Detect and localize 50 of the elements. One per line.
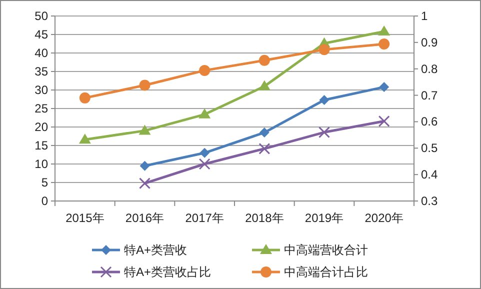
y2-tick-label: 0.3 — [421, 194, 438, 208]
point — [319, 94, 330, 105]
point — [379, 82, 390, 92]
y-tick-label: 5 — [41, 176, 48, 190]
y-tick-label: 50 — [34, 9, 48, 23]
x-tick-label: 2017年 — [185, 211, 224, 225]
legend-label: 特A+类营收 — [124, 243, 188, 257]
point — [138, 124, 151, 135]
point — [258, 54, 270, 66]
point — [378, 115, 390, 127]
point — [258, 80, 270, 90]
x-tick-label: 2018年 — [245, 211, 284, 225]
y2-tick-label: 0.7 — [421, 88, 438, 102]
y-tick-label: 10 — [34, 157, 48, 171]
y2-tick-label: 0.6 — [421, 114, 438, 129]
y-tick-label: 0 — [41, 194, 48, 208]
point — [318, 44, 330, 56]
y-tick-label: 35 — [34, 64, 48, 78]
point — [198, 158, 210, 170]
point — [200, 148, 210, 158]
x-tick-label: 2015年 — [66, 211, 104, 225]
point — [258, 142, 270, 154]
legend-label: 中高端合计占比 — [284, 265, 368, 279]
y2-tick-label: 0.4 — [421, 168, 438, 182]
y-tick-label: 30 — [34, 83, 48, 97]
point — [139, 178, 150, 190]
x-tick-label: 2016年 — [125, 211, 164, 225]
point — [378, 38, 390, 50]
legend-label: 中高端营收合计 — [284, 243, 368, 257]
point — [140, 160, 150, 171]
legend-label: 特A+类营收占比 — [124, 265, 212, 279]
point — [79, 92, 90, 104]
x-tick-label: 2019年 — [304, 211, 344, 225]
y2-tick-label: 1 — [421, 9, 428, 23]
point — [259, 128, 270, 138]
y2-tick-label: 0.9 — [421, 35, 438, 50]
y2-tick-label: 0.8 — [421, 62, 438, 76]
point — [78, 134, 91, 144]
y-tick-label: 15 — [34, 138, 48, 152]
point — [139, 80, 150, 91]
y-tick-label: 20 — [34, 120, 48, 134]
point — [318, 126, 330, 138]
y2-tick-label: 0.5 — [421, 141, 438, 156]
y-tick-label: 45 — [34, 28, 48, 42]
point — [378, 26, 390, 36]
point — [199, 64, 210, 76]
x-tick-label: 2020年 — [364, 211, 404, 225]
point — [198, 108, 211, 118]
y-tick-label: 40 — [34, 46, 48, 60]
y-tick-label: 25 — [34, 102, 48, 116]
